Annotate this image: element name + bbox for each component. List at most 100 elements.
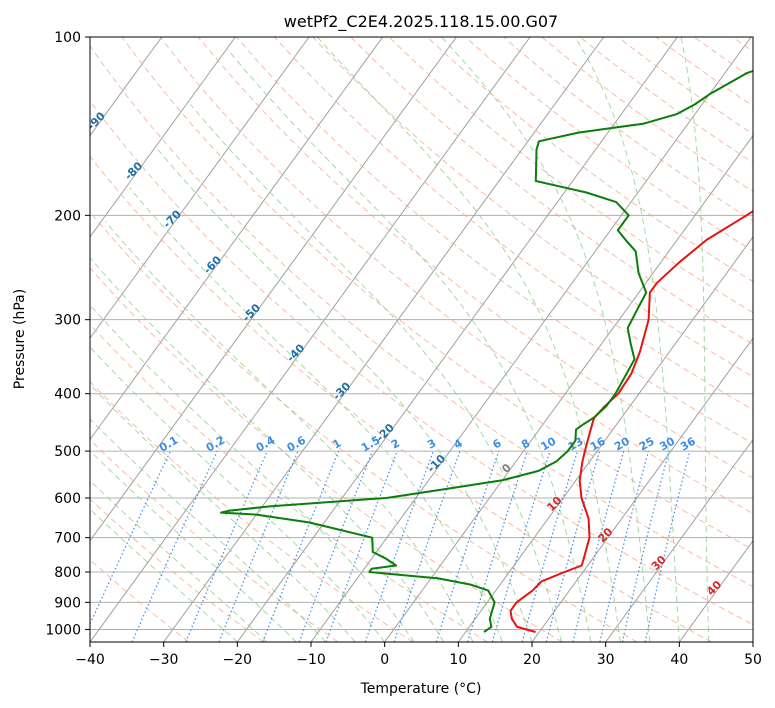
isotherm-line (531, 337, 753, 642)
moist-adiabat-line (90, 346, 386, 642)
dry-adiabat-line (121, 37, 753, 551)
moist-adiabat-line (680, 37, 710, 642)
mixing-ratio-line (599, 450, 650, 642)
moist-adiabat-line (157, 149, 533, 642)
moist-adiabat-label: 10 (544, 494, 564, 514)
dry-adiabat-line (197, 37, 753, 479)
dry-adiabat-line (90, 380, 414, 642)
dry-adiabat-line (274, 37, 753, 411)
dry-adiabat-label: -90 (85, 109, 108, 132)
moist-adiabat-line (90, 384, 356, 642)
dry-adiabat-label: -10 (425, 452, 448, 475)
dry-adiabat-label: -40 (284, 341, 307, 364)
x-tick-label: 30 (597, 652, 615, 668)
y-tick-label: 100 (54, 30, 81, 46)
mixing-ratio-label: 2 (389, 437, 402, 452)
mixing-ratio-line (545, 450, 601, 642)
isotherm-line (90, 37, 236, 238)
moist-adiabat-line (105, 221, 474, 642)
isotherm-line (384, 134, 753, 642)
isotherm-line (90, 37, 384, 441)
y-tick-label: 400 (54, 387, 81, 403)
background-lines (90, 37, 775, 642)
mixing-ratio-line (491, 450, 551, 642)
y-tick-label: 700 (54, 531, 81, 547)
y-tick-label: 600 (54, 491, 81, 507)
y-tick-label: 1000 (45, 622, 81, 638)
y-axis-title: Pressure (hPa) (12, 289, 28, 389)
mixing-ratio-line (621, 450, 670, 642)
profile-series (220, 69, 753, 633)
mixing-ratio-line (185, 450, 268, 642)
temperature-profile-line (509, 209, 753, 633)
isotherm-line (678, 539, 753, 642)
mixing-ratio-line (466, 450, 528, 642)
mixing-ratio-line (90, 450, 171, 626)
moist-adiabat-line (227, 49, 592, 642)
dry-adiabat-label: -100 (53, 44, 82, 73)
mixing-ratio-line (298, 450, 373, 642)
dry-adiabat-line (388, 37, 753, 314)
dry-adiabat-line (312, 37, 753, 378)
y-tick-label: 300 (54, 313, 81, 329)
moist-adiabat-line (90, 304, 415, 642)
isotherm-line (457, 236, 753, 642)
moist-adiabat-line (90, 479, 268, 642)
dry-adiabat-line (350, 37, 753, 345)
x-tick-label: −30 (149, 652, 179, 668)
y-tick-label: 900 (54, 595, 81, 611)
dry-adiabat-line (503, 37, 753, 222)
dewpoint-profile-line (220, 69, 753, 633)
x-tick-label: 0 (380, 652, 389, 668)
dry-adiabat-line (90, 100, 753, 626)
moist-adiabat-line (190, 104, 562, 642)
x-tick-label: 40 (670, 652, 688, 668)
moist-adiabat-label: 20 (595, 525, 615, 545)
mixing-ratio-line (325, 450, 398, 642)
mixing-ratio-label: 6 (491, 436, 504, 451)
moist-adiabat-line (316, 37, 621, 642)
mixing-ratio-label: 8 (519, 437, 532, 452)
moist-adiabat-line (129, 187, 503, 642)
moist-adiabat-label: 0 (499, 461, 514, 476)
dry-adiabat-label: -70 (161, 207, 184, 230)
isotherm-line (90, 37, 531, 642)
dry-adiabat-line (541, 37, 753, 193)
mixing-ratio-line (218, 450, 299, 642)
mixing-ratio-line (644, 450, 691, 642)
isotherm-line (752, 641, 753, 642)
dry-adiabat-line (90, 211, 638, 642)
x-tick-label: 10 (449, 652, 467, 668)
moist-adiabat-line (90, 508, 238, 642)
dry-adiabat-line (732, 37, 753, 52)
mixing-ratio-line (435, 450, 500, 642)
isotherm-line (163, 37, 605, 642)
dry-adiabat-label: -50 (240, 301, 263, 324)
axes: −40 −30 −20 −10 0 10 20 30 40 5010020030040050060… (45, 30, 762, 668)
chart-title: wetPf2_C2E4.2025.118.15.00.G07 (284, 12, 558, 32)
moist-adiabat-line (441, 37, 651, 642)
dry-adiabat-line (426, 37, 753, 283)
mixing-ratio-line (262, 450, 340, 642)
dry-adiabat-line (90, 498, 264, 642)
y-tick-label: 800 (54, 565, 81, 581)
mixing-ratio-line (364, 450, 434, 642)
x-tick-label: 20 (523, 652, 541, 668)
mixing-ratio-label: 3 (425, 437, 438, 452)
mixing-ratio-line (521, 450, 579, 642)
y-tick-label: 500 (54, 444, 81, 460)
x-tick-label: −10 (296, 652, 326, 668)
dry-adiabat-line (90, 323, 488, 642)
mixing-ratio-label: 4 (452, 436, 465, 451)
moist-adiabat-line (90, 449, 297, 642)
dry-adiabat-line (771, 37, 775, 642)
dry-adiabat-label: -60 (201, 253, 224, 276)
dry-adiabat-line (159, 37, 753, 514)
isotherm-line (236, 37, 678, 642)
x-tick-label: −40 (75, 652, 105, 668)
plot-frame (89, 36, 754, 643)
x-axis-title: Temperature (°C) (360, 681, 482, 697)
mixing-ratio-line (131, 450, 218, 642)
isotherm-line (90, 37, 310, 340)
